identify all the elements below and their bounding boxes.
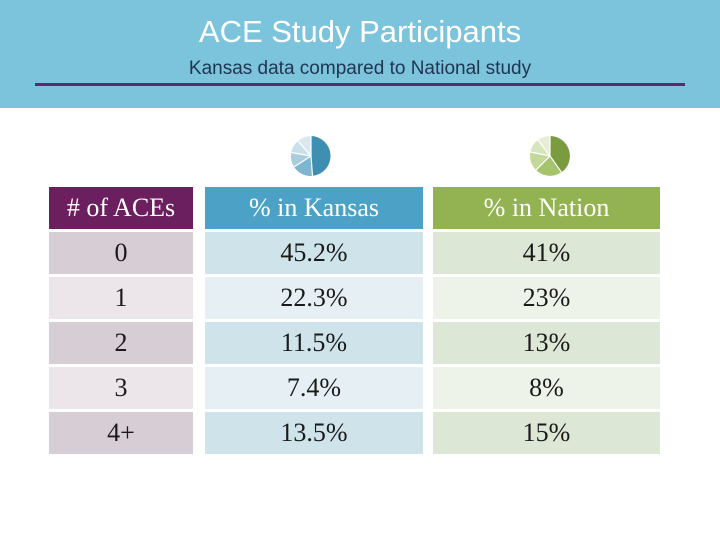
table-cell-nation: 13%	[433, 322, 660, 364]
table-cell-aces: 2	[49, 322, 193, 364]
table-cell-nation: 15%	[433, 412, 660, 454]
page-title: ACE Study Participants	[198, 14, 522, 49]
column-header-nation: % in Nation	[433, 187, 660, 229]
table-cell-aces: 3	[49, 367, 193, 409]
kansas-column: % in Kansas 45.2% 22.3% 11.5% 7.4% 13.5%	[205, 187, 423, 454]
table-cell-kansas: 13.5%	[205, 412, 423, 454]
column-header-kansas: % in Kansas	[205, 187, 423, 229]
title-divider	[35, 83, 685, 86]
page-subtitle: Kansas data compared to National study	[188, 58, 532, 79]
table-cell-kansas: 45.2%	[205, 232, 423, 274]
table-cell-aces: 0	[49, 232, 193, 274]
table-cell-aces: 4+	[49, 412, 193, 454]
table-cell-nation: 23%	[433, 277, 660, 319]
title-banner	[0, 0, 720, 108]
aces-column: # of ACEs 0 1 2 3 4+	[49, 187, 193, 454]
nation-column: % in Nation 41% 23% 13% 8% 15%	[433, 187, 660, 454]
table-cell-kansas: 7.4%	[205, 367, 423, 409]
table-cell-nation: 8%	[433, 367, 660, 409]
table-cell-nation: 41%	[433, 232, 660, 274]
table-cell-kansas: 11.5%	[205, 322, 423, 364]
table-cell-aces: 1	[49, 277, 193, 319]
nation-pie-chart-icon	[528, 134, 572, 178]
column-header-aces: # of ACEs	[49, 187, 193, 229]
kansas-pie-chart-icon	[289, 134, 333, 178]
table-cell-kansas: 22.3%	[205, 277, 423, 319]
